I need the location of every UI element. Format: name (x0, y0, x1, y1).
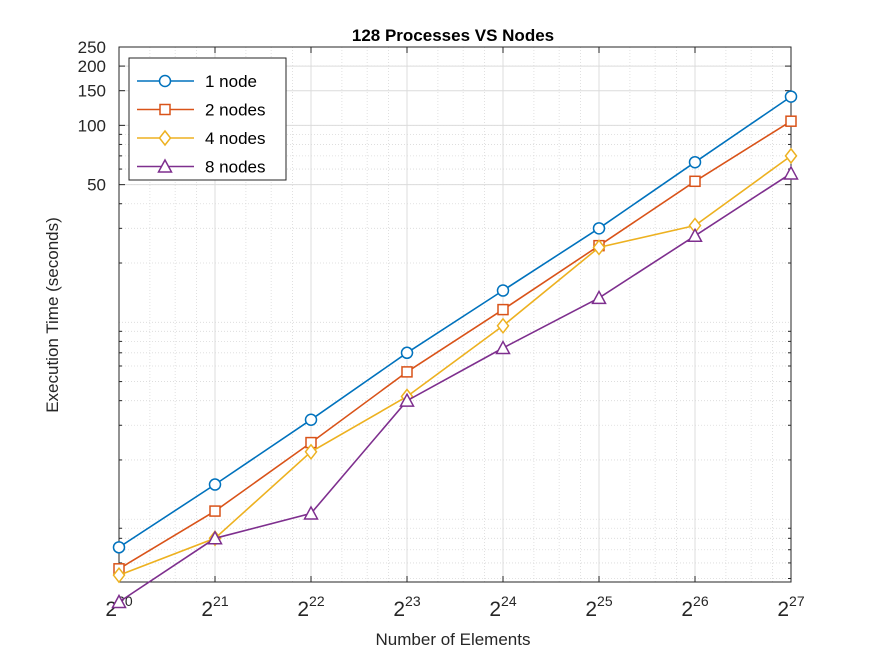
data-point (112, 566, 126, 584)
x-tick-label: 223 (393, 593, 420, 621)
legend-item: 4 nodes (137, 129, 266, 148)
data-point (304, 413, 318, 426)
x-tick-label-base: 2 (681, 598, 693, 621)
data-point (111, 593, 127, 609)
data-point (497, 303, 509, 316)
x-tick-label-exponent: 21 (213, 593, 229, 609)
y-tick-label: 200 (78, 57, 106, 76)
legend-marker (159, 103, 171, 116)
x-tick-label-exponent: 26 (693, 593, 709, 609)
x-tick-label-base: 2 (585, 598, 597, 621)
data-point (687, 227, 703, 243)
data-point (112, 541, 126, 554)
series-line (118, 155, 792, 576)
y-tick-label: 150 (78, 82, 106, 101)
x-tick-label-base: 2 (777, 598, 789, 621)
grid (118, 46, 792, 582)
legend-label: 1 node (205, 72, 257, 91)
x-tick-label-exponent: 23 (405, 593, 421, 609)
data-point (591, 289, 607, 305)
data-point (208, 478, 222, 491)
x-tick-label: 224 (489, 593, 516, 621)
data-point (400, 346, 414, 360)
x-tick-label: 222 (297, 593, 324, 621)
x-tick-label-base: 2 (489, 598, 501, 621)
x-tick-label: 227 (777, 593, 804, 621)
legend-label: 2 nodes (205, 101, 266, 120)
legend-item: 8 nodes (137, 158, 266, 177)
chart-title: 128 Processes VS Nodes (352, 26, 554, 45)
x-axis-label: Number of Elements (376, 630, 531, 649)
data-point (688, 155, 702, 169)
data-point (304, 443, 318, 461)
x-tick-label: 225 (585, 593, 612, 621)
data-point (496, 284, 510, 297)
x-tick-label-base: 2 (297, 598, 309, 621)
legend-marker (158, 74, 172, 88)
series-line (118, 120, 792, 570)
legend-item: 2 nodes (137, 101, 266, 120)
data-point (784, 147, 798, 165)
legend-marker (157, 158, 173, 173)
data-point (689, 175, 701, 188)
legend-item: 1 node (137, 72, 257, 91)
y-tick-label: 100 (78, 116, 106, 135)
legend-marker (158, 129, 172, 147)
data-point (303, 505, 319, 520)
data-point (592, 239, 606, 256)
data-point (209, 505, 221, 517)
data-point (785, 115, 797, 127)
data-point (401, 366, 413, 378)
x-tick-label-exponent: 22 (309, 593, 325, 609)
x-tick-label: 221 (201, 593, 228, 621)
x-tick-label-base: 2 (201, 598, 213, 621)
legend: 1 node 2 nodes 4 nodes 8 nodes (128, 57, 287, 181)
x-tick-label-exponent: 24 (501, 593, 517, 609)
y-tick-label: 250 (78, 38, 106, 57)
x-tick-label: 226 (681, 593, 708, 621)
x-tick-label-exponent: 25 (597, 593, 613, 609)
legend-box (128, 57, 287, 181)
x-tick-label-exponent: 27 (789, 593, 805, 609)
data-point (496, 317, 510, 335)
series-1 (112, 90, 798, 554)
data-point (495, 339, 511, 355)
series-line (118, 95, 792, 548)
data-point (592, 222, 606, 235)
data-point (784, 90, 798, 103)
y-tick-label: 50 (87, 176, 106, 195)
series-4 (111, 165, 799, 609)
axes-box (118, 46, 792, 583)
series-layer (111, 90, 799, 609)
legend-label: 8 nodes (205, 158, 266, 177)
data-point (207, 530, 223, 545)
legend-label: 4 nodes (205, 129, 266, 148)
x-tick-label-base: 2 (393, 598, 405, 621)
y-axis-label: Execution Time (seconds) (43, 217, 62, 413)
x-tick-label-base: 2 (105, 598, 117, 621)
data-point (783, 165, 799, 180)
series-line (118, 172, 792, 603)
data-point (399, 392, 415, 407)
